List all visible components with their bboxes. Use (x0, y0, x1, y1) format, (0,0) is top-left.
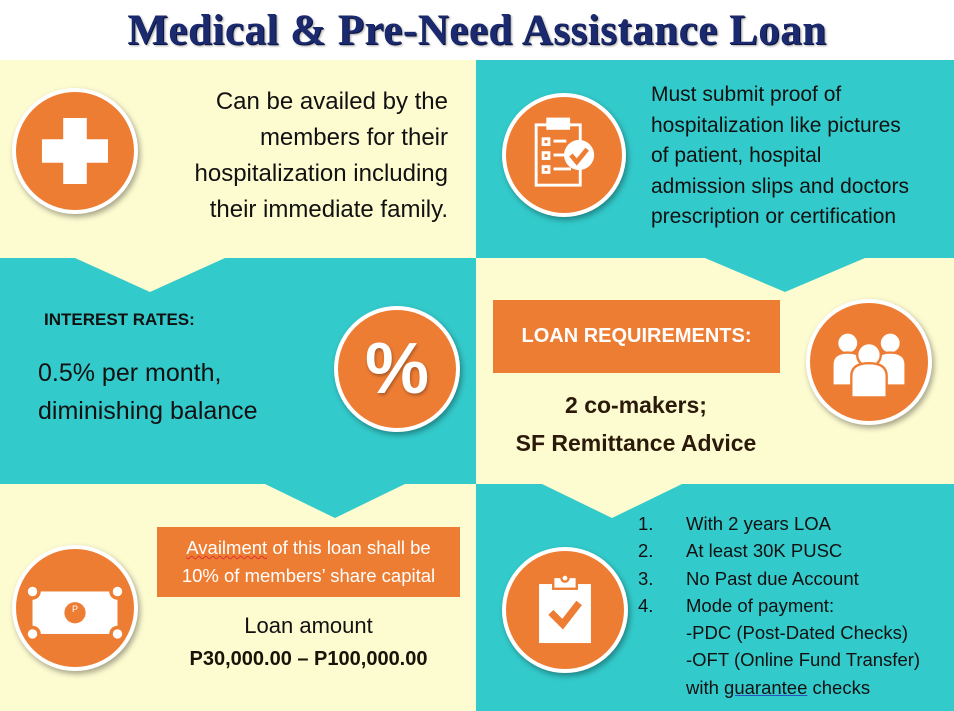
text-line: Can be availed by the (215, 88, 448, 115)
percent-symbol: % (364, 329, 430, 409)
payment-option: -PDC (Post-Dated Checks) (686, 622, 909, 644)
clipboard-check-icon (502, 547, 628, 673)
text-line: hospitalization like pictures (651, 113, 901, 137)
medical-cross-icon (12, 88, 138, 214)
text-line: SF Remittance Advice (515, 430, 757, 456)
notch (542, 484, 682, 518)
availment-line-1: Availment of this loan shall be (157, 534, 460, 562)
text-line: admission slips and doctors (651, 174, 909, 198)
item-number: 3. (638, 567, 654, 589)
availment-rest: of this loan shall be (267, 537, 431, 558)
text-line: prescription or certification (651, 205, 897, 228)
checklist-icon (502, 93, 626, 217)
percent-icon: % (334, 306, 460, 432)
item-number: 1. (638, 513, 654, 534)
payment-note: with guarantee checks (638, 674, 920, 701)
money-bill-icon: P (12, 545, 138, 671)
requirements-text: 2 co-makers; SF Remittance Advice (476, 386, 796, 462)
availment-word: Availment (186, 537, 268, 558)
note-guarantee: guarantee (724, 676, 808, 698)
list-item: 3. No Past due Account (638, 565, 920, 592)
list-item: 2. At least 30K PUSC (638, 537, 920, 564)
text-line: of patient, hospital (651, 144, 822, 167)
note-prefix: with (686, 676, 725, 698)
interest-heading: INTEREST RATES: (44, 310, 195, 329)
text-line: diminishing balance (38, 397, 258, 425)
text-line: 0.5% per month, (38, 359, 222, 387)
loan-amount-label: Loan amount (244, 613, 373, 638)
text-line: Must submit proof of (651, 83, 842, 106)
peso-symbol: P (71, 604, 78, 614)
payment-option: -OFT (Online Fund Transfer) (686, 649, 921, 671)
item-text: At least 30K PUSC (686, 540, 843, 562)
item-text: No Past due Account (686, 567, 859, 589)
item-number: 4. (638, 594, 654, 616)
note-suffix: checks (807, 676, 871, 698)
availment-line-2: 10% of members’ share capital (181, 565, 436, 586)
loan-amount-range: P30,000.00 – P100,000.00 (189, 648, 428, 670)
list-item: 1. With 2 years LOA (638, 510, 920, 537)
item-text: With 2 years LOA (686, 513, 831, 534)
eligibility-text: Can be availed by the members for their … (128, 84, 449, 228)
item-text: Mode of payment: (686, 594, 835, 616)
notch (265, 484, 405, 518)
interest-text: 0.5% per month, diminishing balance (38, 354, 258, 430)
text-line: hospitalization including (194, 160, 449, 187)
list-item: 4. Mode of payment: (638, 592, 920, 619)
page-title: Medical & Pre-Need Assistance Loan (0, 0, 954, 60)
conditions-list: 1. With 2 years LOA 2. At least 30K PUSC 3… (638, 510, 920, 701)
loan-requirements-heading: LOAN REQUIREMENTS: (493, 300, 780, 373)
text-line: their immediate family. (209, 196, 448, 223)
notch (75, 258, 225, 292)
text-line: 2 co-makers; (565, 392, 707, 418)
availment-box: Availment of this loan shall be 10% of m… (157, 527, 460, 597)
people-group-icon (806, 299, 932, 425)
item-number: 2. (638, 540, 654, 562)
notch (705, 258, 865, 292)
proof-text: Must submit proof of hospitalization lik… (651, 80, 909, 233)
text-line: members for their (259, 124, 448, 151)
